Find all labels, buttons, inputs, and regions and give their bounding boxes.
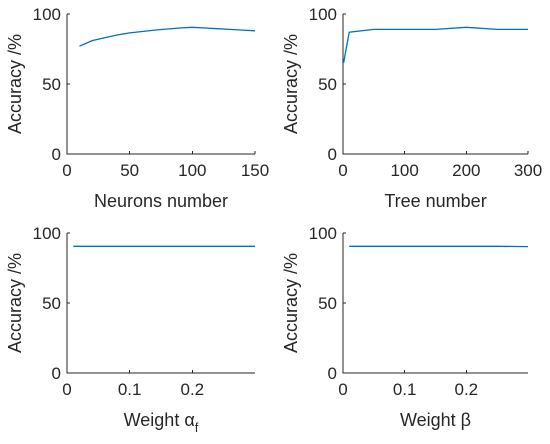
y-axis-label: Accuracy /%	[5, 253, 25, 353]
y-axis-label: Accuracy /%	[281, 253, 301, 353]
y-tick-label: 100	[33, 5, 61, 24]
x-tick-label: 50	[120, 161, 139, 180]
chart-panel-1: 0 50 100 150 0 50 100 Neurons number Accuracy /%	[5, 5, 269, 211]
x-tick-label: 0.1	[118, 380, 142, 399]
x-tick-label: 100	[178, 161, 206, 180]
y-axis-label: Accuracy /%	[5, 34, 25, 134]
y-axis-label: Accuracy /%	[281, 34, 301, 134]
x-tick-label: 200	[452, 161, 480, 180]
x-tick-label: 0.2	[455, 380, 479, 399]
x-axis-label: Weight αf	[124, 410, 199, 435]
x-tick-label: 0	[62, 161, 71, 180]
series-line	[79, 26, 256, 47]
x-axis-label-subscript: f	[195, 420, 199, 435]
x-tick-label: 0.1	[393, 380, 417, 399]
y-tick-label: 0	[52, 364, 61, 383]
x-tick-label: 300	[514, 161, 542, 180]
chart-panel-2: 0 100 200 300 0 50 100 Tree number Accuracy /%	[281, 5, 542, 211]
x-tick-label: 0	[62, 380, 71, 399]
axes	[66, 233, 255, 374]
y-tick-label: 0	[328, 145, 337, 164]
x-tick-label: 0	[338, 380, 347, 399]
x-tick-label: 100	[390, 161, 418, 180]
chart-panel-4: 0 0.1 0.2 0 50 100 Weight β Accuracy /%	[281, 224, 529, 430]
y-tick-label: 100	[33, 224, 61, 243]
y-tick-label: 50	[318, 294, 337, 313]
y-tick-label: 100	[309, 224, 337, 243]
axes	[342, 14, 528, 155]
y-tick-label: 50	[318, 75, 337, 94]
x-tick-label: 0	[338, 161, 347, 180]
y-tick-label: 100	[309, 5, 337, 24]
y-tick-label: 50	[42, 75, 61, 94]
x-tick-label: 0.2	[181, 380, 205, 399]
y-tick-label: 0	[52, 145, 61, 164]
series-line	[342, 26, 528, 64]
x-tick-label: 150	[241, 161, 269, 180]
axes	[342, 233, 528, 374]
y-tick-label: 0	[328, 364, 337, 383]
x-axis-label: Tree number	[384, 191, 486, 211]
x-axis-label: Neurons number	[94, 191, 228, 211]
x-axis-label: Weight β	[400, 410, 471, 430]
axes	[66, 14, 255, 155]
y-tick-label: 50	[42, 294, 61, 313]
chart-panel-3: 0 0.1 0.2 0 50 100 Weight αf Accuracy /%	[5, 224, 255, 435]
